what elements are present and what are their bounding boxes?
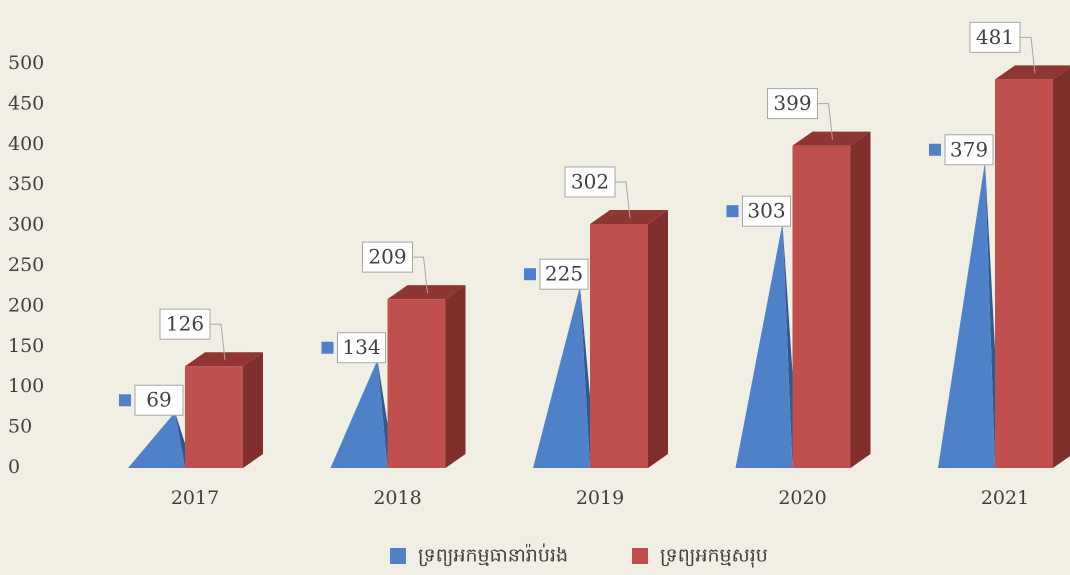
- data-label: 481: [976, 25, 1014, 49]
- data-label: 69: [146, 388, 171, 412]
- data-label: 209: [368, 245, 406, 269]
- y-tick-label: 50: [8, 416, 32, 438]
- x-tick-label: 2019: [576, 487, 624, 509]
- y-tick-label: 0: [8, 456, 20, 478]
- label-key: [524, 268, 536, 281]
- box-side: [648, 209, 668, 468]
- x-tick-label: 2017: [171, 487, 219, 509]
- leader-line: [1019, 36, 1036, 74]
- box-side: [1053, 67, 1070, 468]
- y-tick-label: 500: [8, 52, 44, 74]
- data-label: 225: [545, 262, 583, 286]
- x-tick-label: 2020: [778, 487, 826, 509]
- data-label: 399: [773, 91, 811, 115]
- label-key: [321, 341, 334, 354]
- x-tick-label: 2021: [981, 487, 1029, 509]
- y-tick-label: 400: [8, 133, 44, 155]
- leader-line: [614, 181, 631, 219]
- data-label-box: [767, 88, 818, 120]
- bar: [995, 79, 1053, 469]
- label-key: [929, 143, 941, 156]
- pyramid: [330, 359, 388, 468]
- label-key: [726, 205, 739, 218]
- leader-line: [816, 103, 833, 140]
- box-side: [445, 285, 466, 468]
- pyramid: [735, 223, 793, 468]
- legend-label: ទ្រព្យអកម្មធានារ៉ាប់រង: [418, 543, 568, 567]
- x-tick-label: 2018: [373, 487, 421, 509]
- bar: [590, 223, 648, 468]
- y-tick-label: 450: [8, 92, 44, 114]
- data-label: 134: [342, 335, 380, 359]
- data-label-box: [742, 195, 791, 227]
- legend-key: [390, 548, 406, 564]
- data-label-box: [362, 241, 413, 273]
- data-label-box: [134, 384, 184, 416]
- bar: [387, 299, 446, 468]
- data-label-box: [539, 258, 589, 290]
- y-tick-label: 350: [8, 173, 44, 195]
- leader-line: [209, 323, 226, 361]
- data-label: 126: [166, 312, 204, 336]
- data-label-box: [564, 166, 616, 198]
- label-key: [119, 394, 131, 407]
- box-top: [185, 352, 263, 367]
- bar: [792, 145, 851, 468]
- box-top: [792, 131, 871, 146]
- box-side: [850, 131, 871, 468]
- data-label-box: [337, 332, 386, 364]
- y-tick-label: 300: [8, 214, 44, 236]
- pyramid: [533, 286, 590, 468]
- y-tick-label: 200: [8, 294, 44, 316]
- data-label: 302: [571, 169, 609, 193]
- data-label-box: [969, 21, 1021, 53]
- bar: [185, 366, 243, 468]
- legend-key: [632, 548, 648, 564]
- y-tick-label: 250: [8, 254, 44, 276]
- pyramid: [938, 161, 995, 468]
- box-top: [387, 285, 466, 300]
- data-label-box: [944, 134, 994, 166]
- y-tick-label: 150: [8, 335, 44, 357]
- pyramid: [128, 412, 185, 468]
- legend-label: ទ្រព្យអកម្មសរុប: [660, 545, 768, 569]
- box-top: [590, 209, 668, 224]
- y-tick-label: 100: [8, 375, 44, 397]
- box-side: [243, 352, 263, 468]
- data-label: 379: [950, 137, 988, 161]
- data-label-box: [159, 308, 211, 340]
- box-top: [995, 65, 1070, 80]
- data-label: 303: [747, 199, 785, 223]
- leader-line: [411, 256, 428, 294]
